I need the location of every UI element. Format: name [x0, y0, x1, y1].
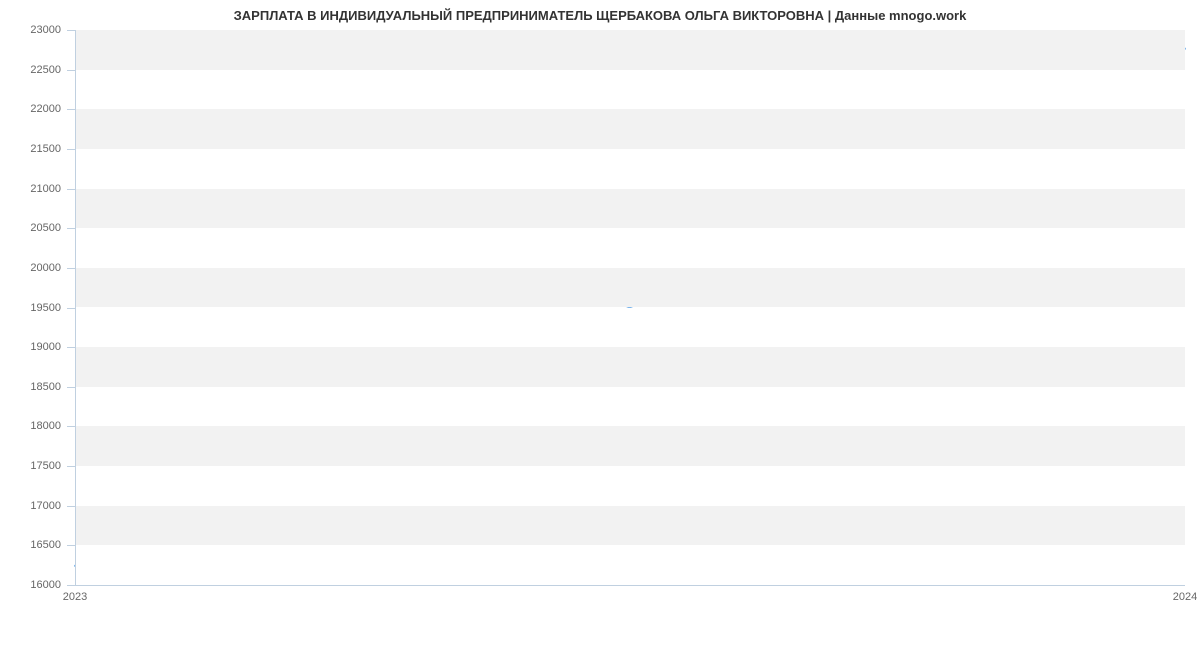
grid-band: [75, 545, 1185, 585]
x-axis-line: [75, 585, 1185, 586]
y-tick-label: 21500: [0, 143, 61, 155]
y-tick-label: 16000: [0, 579, 61, 591]
y-tick-label: 20000: [0, 262, 61, 274]
grid-band: [75, 109, 1185, 149]
y-tick-mark: [67, 506, 75, 507]
x-tick-label: 2024: [1173, 591, 1197, 603]
plot-area: [75, 30, 1185, 585]
x-tick-label: 2023: [63, 591, 87, 603]
grid-band: [75, 149, 1185, 189]
y-tick-label: 17500: [0, 460, 61, 472]
y-tick-mark: [67, 70, 75, 71]
grid-band: [75, 189, 1185, 229]
y-tick-label: 23000: [0, 24, 61, 36]
y-tick-mark: [67, 347, 75, 348]
y-tick-label: 21000: [0, 183, 61, 195]
y-tick-label: 17000: [0, 500, 61, 512]
salary-chart: ЗАРПЛАТА В ИНДИВИДУАЛЬНЫЙ ПРЕДПРИНИМАТЕЛ…: [0, 0, 1200, 650]
y-tick-label: 18500: [0, 381, 61, 393]
y-axis-line: [75, 30, 76, 585]
y-tick-mark: [67, 228, 75, 229]
grid-band: [75, 347, 1185, 387]
y-tick-mark: [67, 189, 75, 190]
y-tick-label: 20500: [0, 222, 61, 234]
grid-band: [75, 30, 1185, 70]
y-tick-mark: [67, 466, 75, 467]
y-tick-mark: [67, 149, 75, 150]
grid-band: [75, 426, 1185, 466]
grid-band: [75, 387, 1185, 427]
y-tick-mark: [67, 387, 75, 388]
y-tick-mark: [67, 426, 75, 427]
grid-band: [75, 308, 1185, 348]
grid-band: [75, 466, 1185, 506]
y-tick-label: 19000: [0, 341, 61, 353]
y-tick-mark: [67, 585, 75, 586]
y-tick-label: 18000: [0, 420, 61, 432]
y-tick-label: 16500: [0, 539, 61, 551]
y-tick-label: 22500: [0, 64, 61, 76]
y-tick-mark: [67, 545, 75, 546]
y-tick-mark: [67, 308, 75, 309]
y-tick-mark: [67, 30, 75, 31]
grid-band: [75, 506, 1185, 546]
chart-title: ЗАРПЛАТА В ИНДИВИДУАЛЬНЫЙ ПРЕДПРИНИМАТЕЛ…: [0, 8, 1200, 23]
y-tick-label: 19500: [0, 302, 61, 314]
grid-band: [75, 228, 1185, 268]
y-tick-label: 22000: [0, 103, 61, 115]
y-tick-mark: [67, 268, 75, 269]
grid-band: [75, 70, 1185, 110]
grid-band: [75, 268, 1185, 308]
y-tick-mark: [67, 109, 75, 110]
